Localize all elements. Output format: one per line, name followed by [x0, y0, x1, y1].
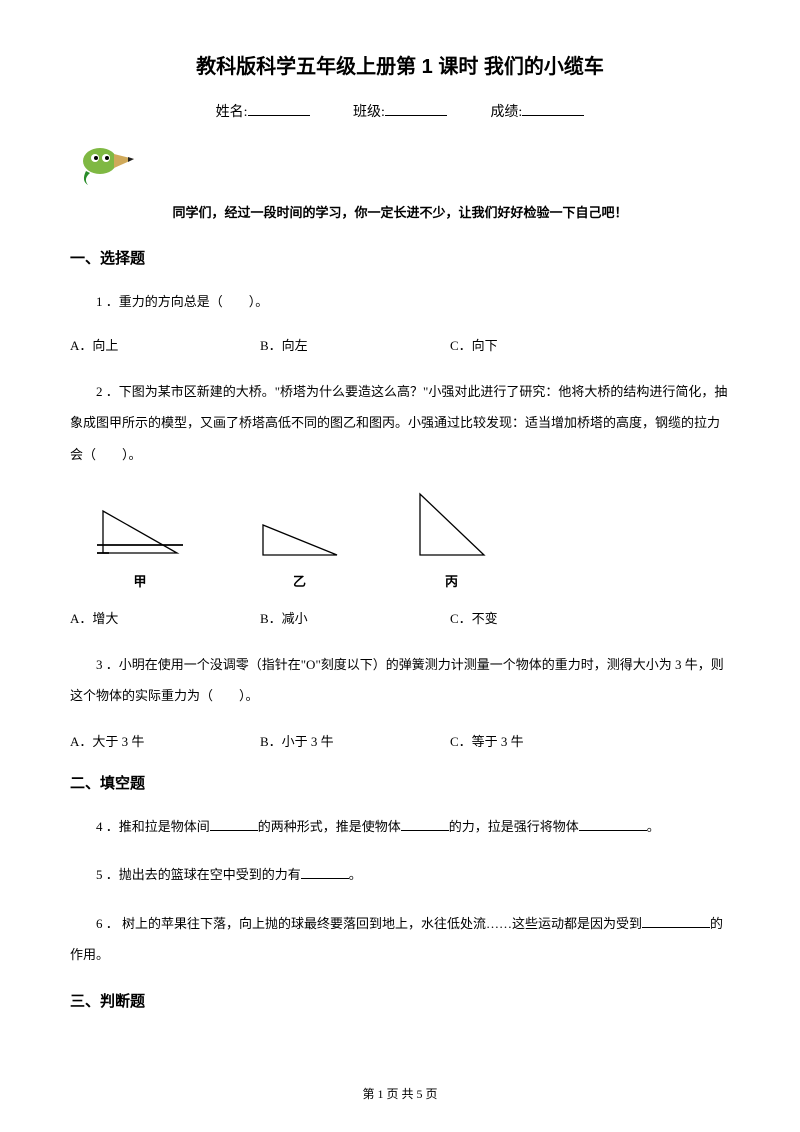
section-2-header: 二、填空题	[70, 772, 730, 793]
q5-text-1: 5 ．抛出去的篮球在空中受到的力有	[96, 867, 301, 882]
question-5: 5 ．抛出去的篮球在空中受到的力有 。	[70, 861, 730, 888]
q1-option-a: A．向上	[70, 335, 260, 354]
q4-blank-3	[579, 830, 647, 831]
question-6: 6 ． 树上的苹果往下落，向上抛的球最终要落回到地上，水往低处流……这些运动都是…	[70, 908, 730, 970]
section-3-header: 三、判断题	[70, 990, 730, 1011]
q3-option-a: A．大于 3 牛	[70, 731, 260, 750]
q5-blank-1	[301, 878, 349, 879]
pencil-icon	[78, 139, 730, 194]
question-3-options: A．大于 3 牛 B．小于 3 牛 C．等于 3 牛	[70, 731, 730, 750]
triangle-diagrams: 甲 乙 丙	[95, 490, 730, 590]
score-label: 成绩:	[490, 105, 522, 120]
name-blank	[248, 115, 310, 116]
question-1-options: A．向上 B．向左 C．向下	[70, 335, 730, 354]
triangle-label-bing: 丙	[414, 571, 489, 590]
question-1: 1 ．重力的方向总是（ ）。	[70, 288, 730, 315]
q4-text-3: 的力，拉是强行将物体	[449, 819, 579, 834]
question-3: 3 ．小明在使用一个没调零（指针在"O"刻度以下）的弹簧测力计测量一个物体的重力…	[70, 649, 730, 711]
name-label: 姓名:	[216, 105, 248, 120]
triangle-label-jia: 甲	[95, 571, 185, 590]
q6-text-1: 6 ． 树上的苹果往下落，向上抛的球最终要落回到地上，水往低处流……这些运动都是…	[96, 916, 642, 931]
q4-text-4: 。	[647, 819, 660, 834]
triangle-bing: 丙	[414, 490, 489, 590]
q4-text-1: 4 ．推和拉是物体间	[96, 819, 210, 834]
triangle-jia: 甲	[95, 505, 185, 590]
q3-option-c: C．等于 3 牛	[450, 731, 640, 750]
document-title: 教科版科学五年级上册第 1 课时 我们的小缆车	[70, 50, 730, 79]
question-2: 2 ．下图为某市区新建的大桥。"桥塔为什么要造这么高？"小强对此进行了研究：他将…	[70, 376, 730, 470]
q6-blank-1	[642, 927, 710, 928]
section-1-header: 一、选择题	[70, 247, 730, 268]
q3-option-b: B．小于 3 牛	[260, 731, 450, 750]
triangle-label-yi: 乙	[257, 571, 342, 590]
q5-text-2: 。	[349, 867, 362, 882]
q1-option-b: B．向左	[260, 335, 450, 354]
page-footer: 第 1 页 共 5 页	[0, 1085, 800, 1102]
triangle-yi: 乙	[257, 515, 342, 590]
intro-text: 同学们，经过一段时间的学习，你一定长进不少，让我们好好检验一下自己吧！	[70, 202, 730, 221]
class-blank	[385, 115, 447, 116]
score-blank	[522, 115, 584, 116]
q4-blank-2	[401, 830, 449, 831]
q2-option-c: C．不变	[450, 608, 640, 627]
question-2-options: A．增大 B．减小 C．不变	[70, 608, 730, 627]
header-fields: 姓名: 班级: 成绩:	[70, 101, 730, 121]
q4-text-2: 的两种形式，推是使物体	[258, 819, 401, 834]
q2-option-a: A．增大	[70, 608, 260, 627]
q1-option-c: C．向下	[450, 335, 640, 354]
q4-blank-1	[210, 830, 258, 831]
q2-option-b: B．减小	[260, 608, 450, 627]
class-label: 班级:	[353, 105, 385, 120]
question-4: 4 ．推和拉是物体间 的两种形式，推是使物体 的力，拉是强行将物体 。	[70, 813, 730, 840]
